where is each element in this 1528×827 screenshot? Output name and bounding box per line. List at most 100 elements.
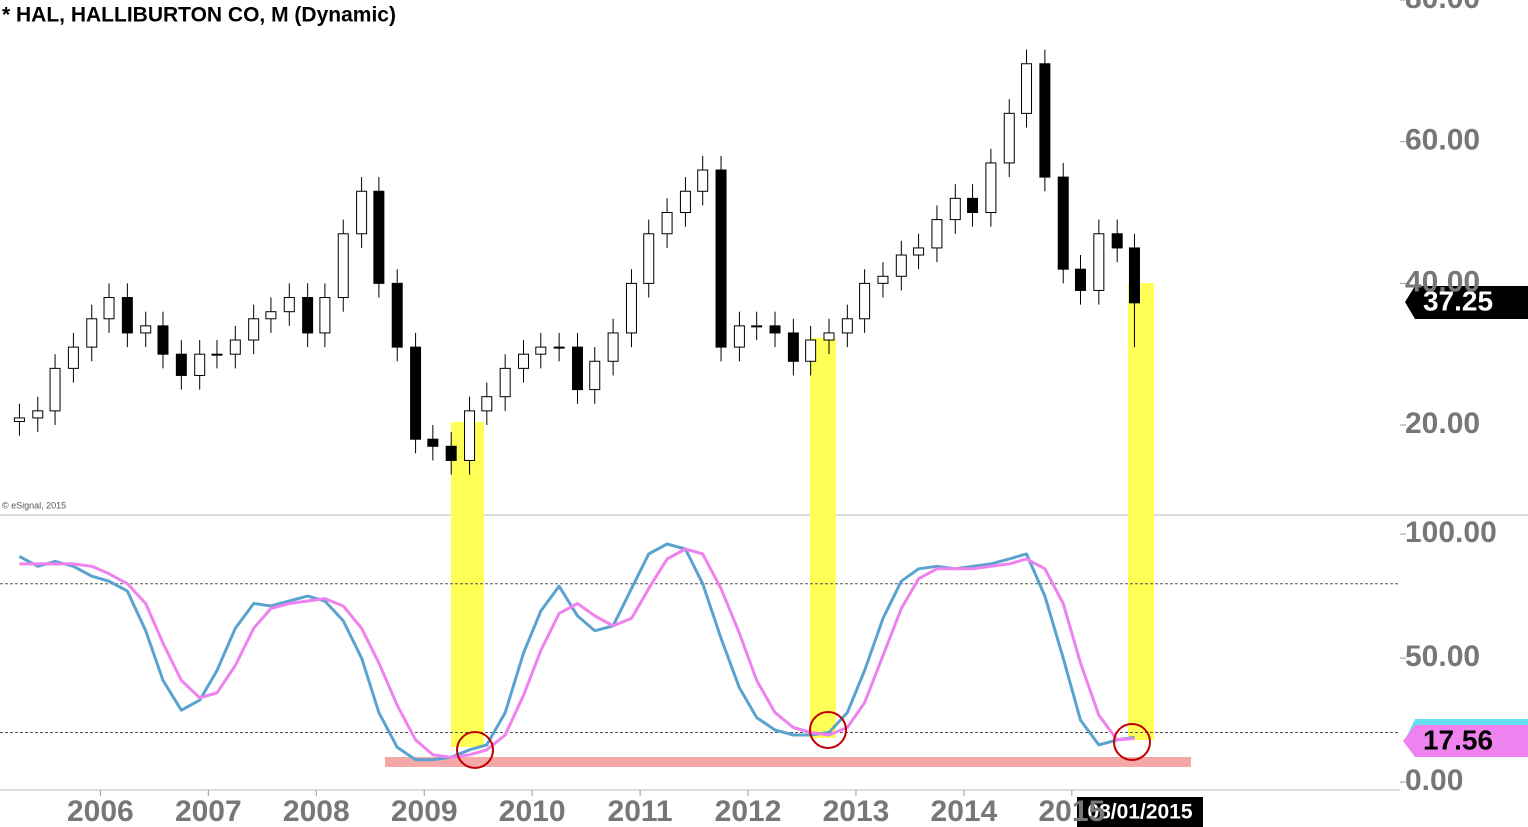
highlight-circle bbox=[1113, 723, 1151, 761]
candle-body bbox=[1021, 63, 1033, 114]
candle-body bbox=[283, 297, 295, 313]
candle-body bbox=[841, 318, 853, 334]
support-band bbox=[385, 757, 1191, 767]
candle-body bbox=[49, 367, 61, 412]
candle-body bbox=[571, 346, 583, 391]
candle-body bbox=[1039, 63, 1051, 178]
y-tick-label: 40.00 bbox=[1405, 265, 1480, 298]
candle-body bbox=[877, 275, 889, 284]
highlight-circle bbox=[809, 711, 847, 749]
candle-body bbox=[607, 332, 619, 362]
x-tick-label: 2011 bbox=[608, 795, 673, 827]
circles bbox=[456, 711, 1151, 769]
y-tick-label: 100.00 bbox=[1405, 516, 1497, 549]
candle-body bbox=[1074, 268, 1086, 291]
price-label: 37.25 bbox=[1423, 285, 1493, 316]
y-tick-label: 20.00 bbox=[1405, 407, 1480, 440]
candle-body bbox=[518, 353, 530, 369]
candle-body bbox=[733, 325, 745, 348]
candle-body bbox=[1111, 233, 1123, 249]
candle-body bbox=[410, 346, 422, 440]
candle-body bbox=[499, 367, 511, 398]
y-tick-label: 0.00 bbox=[1405, 764, 1463, 797]
candle-body bbox=[373, 190, 385, 284]
date-label: 08/01/2015 bbox=[1087, 801, 1192, 824]
y-tick-label: 50.00 bbox=[1405, 640, 1480, 673]
candle-body bbox=[787, 332, 799, 362]
highlight-bar bbox=[810, 338, 836, 738]
x-tick-label: 2012 bbox=[715, 795, 782, 827]
highlight-bar bbox=[451, 422, 484, 747]
candle-body bbox=[229, 339, 241, 355]
candle-body bbox=[248, 318, 260, 341]
x-tick-label: 2015 bbox=[1038, 795, 1105, 827]
x-tick-label: 2014 bbox=[931, 795, 998, 827]
candle-body bbox=[464, 410, 476, 461]
d-label: 17.56 bbox=[1423, 724, 1493, 755]
candle-body bbox=[13, 417, 25, 422]
price-label-box bbox=[1405, 286, 1528, 319]
candle-body bbox=[805, 339, 817, 362]
candle-body bbox=[1003, 112, 1015, 164]
candle-body bbox=[194, 353, 206, 376]
date-label-box bbox=[1077, 797, 1203, 827]
x-tick-label: 2010 bbox=[499, 795, 566, 827]
candle-body bbox=[140, 325, 152, 334]
candle-body bbox=[769, 325, 781, 334]
candle-body bbox=[1093, 233, 1105, 291]
candle-body bbox=[157, 325, 169, 355]
candle-body bbox=[625, 282, 637, 334]
candle-body bbox=[679, 190, 691, 214]
candle-body bbox=[895, 254, 907, 277]
candle-body bbox=[391, 282, 403, 348]
candle-body bbox=[356, 190, 368, 235]
highlight-circle bbox=[456, 731, 494, 769]
candle-body bbox=[823, 332, 835, 341]
series-line bbox=[19, 547, 1135, 759]
x-tick-label: 2007 bbox=[175, 795, 242, 827]
candle-body bbox=[319, 297, 331, 334]
candle-body bbox=[589, 360, 601, 391]
candle-body bbox=[121, 297, 133, 334]
chart-title: * HAL, HALLIBURTON CO, M (Dynamic) bbox=[2, 4, 396, 27]
candle-body bbox=[265, 311, 277, 320]
candle-body bbox=[967, 197, 979, 214]
candle-body bbox=[175, 353, 187, 376]
marks bbox=[0, 49, 1400, 762]
y-tick-label: 80.00 bbox=[1405, 0, 1480, 15]
highlight-bar bbox=[1128, 283, 1154, 740]
candle-body bbox=[302, 297, 314, 334]
highlights bbox=[385, 283, 1191, 767]
candle-body bbox=[481, 396, 493, 412]
candle-body bbox=[86, 318, 98, 348]
candle-body bbox=[67, 346, 79, 369]
candle-body bbox=[1057, 176, 1069, 270]
x-tick-label: 2008 bbox=[283, 795, 350, 827]
candle-body bbox=[751, 325, 763, 328]
candle-body bbox=[985, 162, 997, 214]
x-tick-label: 2009 bbox=[391, 795, 458, 827]
y-tick-label: 60.00 bbox=[1405, 124, 1480, 157]
candle-body bbox=[949, 197, 961, 221]
candle-body bbox=[697, 169, 709, 192]
candle-body bbox=[661, 212, 673, 235]
candle-body bbox=[211, 353, 223, 356]
candle-body bbox=[427, 438, 439, 447]
candle-body bbox=[32, 410, 44, 419]
candle-body bbox=[643, 233, 655, 284]
candle-body bbox=[931, 219, 943, 249]
candle-body bbox=[103, 297, 115, 320]
x-tick-label: 2006 bbox=[67, 795, 134, 827]
copyright: © eSignal, 2015 bbox=[2, 500, 66, 510]
candle-body bbox=[553, 346, 565, 349]
candle-body bbox=[337, 233, 349, 299]
candle-body bbox=[1128, 247, 1140, 304]
candle-body bbox=[535, 346, 547, 355]
candle-body bbox=[913, 247, 925, 256]
candle-body bbox=[445, 445, 457, 461]
candle-body bbox=[715, 169, 727, 348]
x-tick-label: 2013 bbox=[823, 795, 890, 827]
candle-body bbox=[859, 282, 871, 320]
